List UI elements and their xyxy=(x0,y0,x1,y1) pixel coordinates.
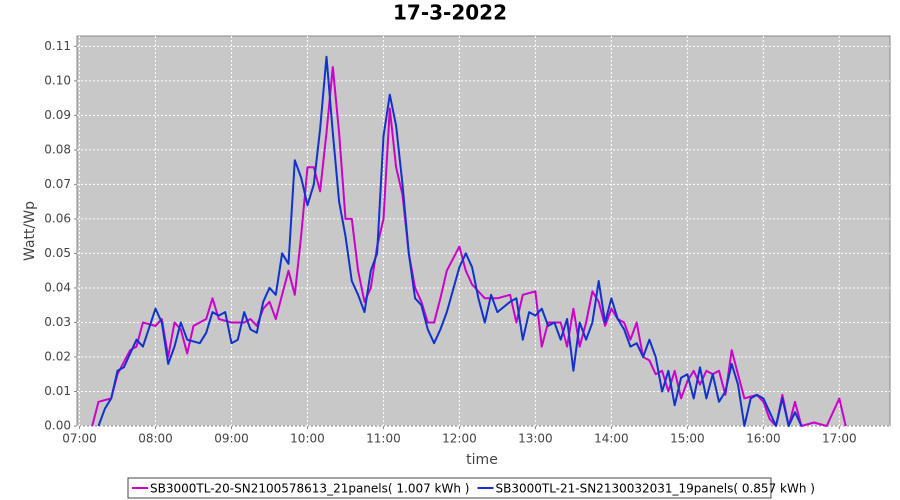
legend-label: SB3000TL-20-SN2100578613_21panels( 1.007… xyxy=(150,482,469,496)
x-tick-label: 09:00 xyxy=(214,432,249,446)
plot-area xyxy=(76,35,891,427)
x-tick-label: 15:00 xyxy=(670,432,705,446)
x-tick-label: 16:00 xyxy=(746,432,781,446)
y-tick-label: 0.04 xyxy=(44,280,71,294)
x-tick-label: 11:00 xyxy=(366,432,401,446)
x-tick-label: 13:00 xyxy=(518,432,553,446)
x-tick-label: 12:00 xyxy=(442,432,477,446)
y-tick-label: 0.02 xyxy=(44,349,71,363)
x-tick-label: 17:00 xyxy=(822,432,857,446)
y-axis-label: Watt/Wp xyxy=(22,201,38,261)
legend-label: SB3000TL-21-SN2130032031_19panels( 0.857… xyxy=(495,482,814,496)
y-tick-label: 0.00 xyxy=(44,419,71,433)
chart-title: 17-3-2022 xyxy=(393,1,507,25)
x-tick-label: 10:00 xyxy=(290,432,325,446)
x-tick-label: 07:00 xyxy=(62,432,97,446)
y-tick-label: 0.07 xyxy=(44,177,71,191)
legend xyxy=(127,477,772,499)
y-tick-label: 0.01 xyxy=(44,384,71,398)
x-tick-label: 08:00 xyxy=(138,432,173,446)
x-tick-label: 14:00 xyxy=(594,432,629,446)
y-tick-label: 0.10 xyxy=(44,73,71,87)
x-axis-label: time xyxy=(466,452,498,468)
y-tick-label: 0.09 xyxy=(44,108,71,122)
y-tick-label: 0.06 xyxy=(44,211,71,225)
y-tick-label: 0.05 xyxy=(44,246,71,260)
y-tick-label: 0.11 xyxy=(44,39,71,53)
series-line xyxy=(97,55,803,427)
y-tick-label: 0.03 xyxy=(44,315,71,329)
y-tick-label: 0.08 xyxy=(44,142,71,156)
